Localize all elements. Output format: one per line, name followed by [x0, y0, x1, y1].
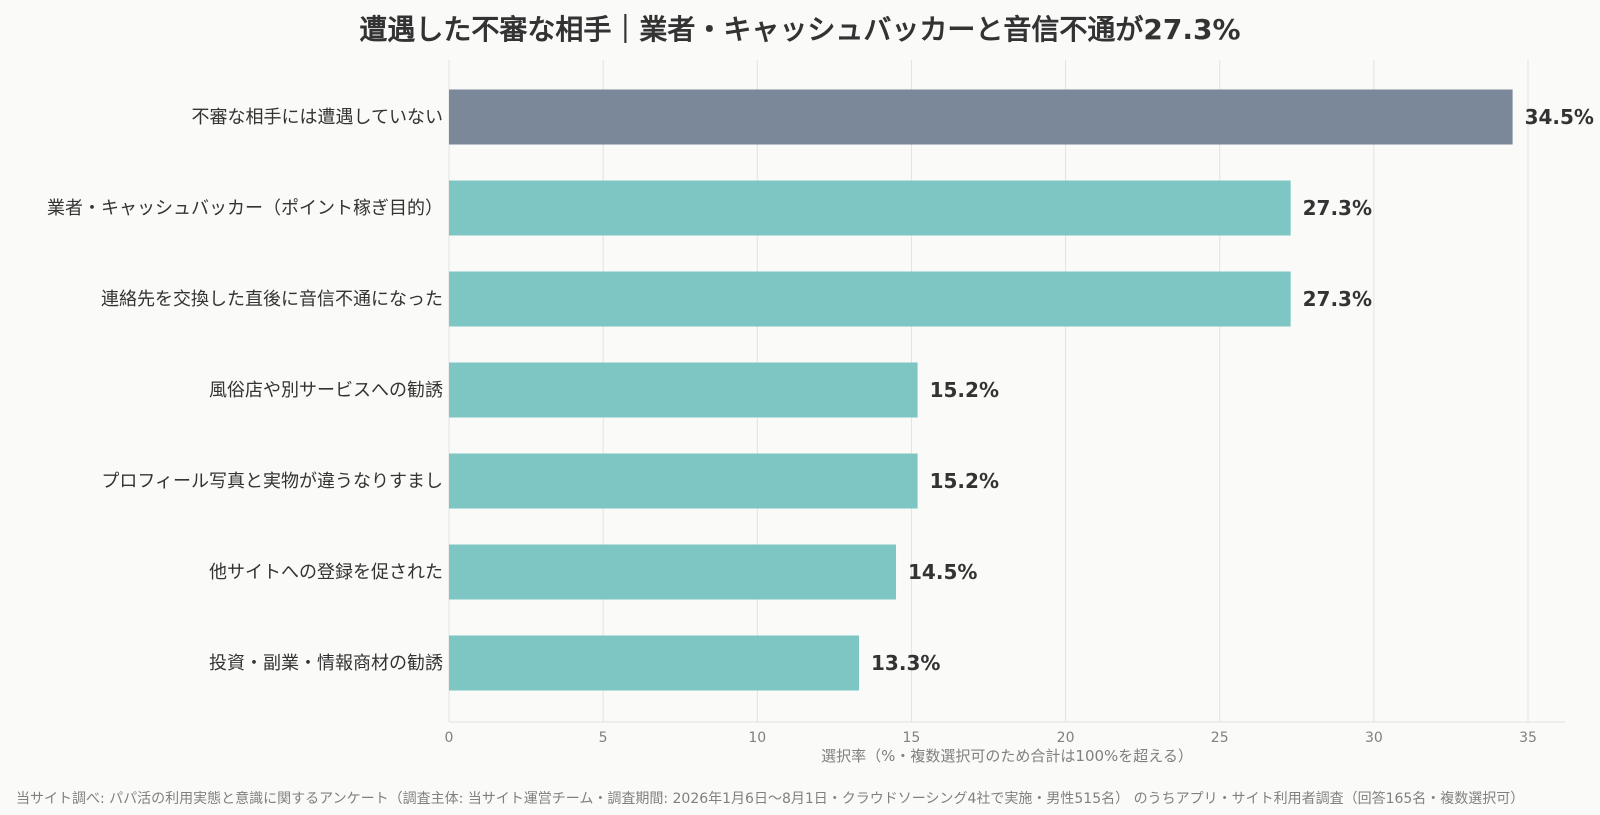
category-label: プロフィール写真と実物が違うなりすまし: [101, 471, 443, 492]
value-label: 27.3%: [1303, 196, 1372, 220]
axis-layer: 0 5 10 15 20 25 30 35 選択率（%・複数選択可のため合計は100%を超える）: [445, 721, 1565, 765]
source-note: 当サイト調べ: パパ活の利用実態と意識に関するアンケート（調査主体: 当サイト運…: [16, 791, 1525, 807]
value-label: 13.3%: [871, 651, 940, 675]
x-axis-title: 選択率（%・複数選択可のため合計は100%を超える）: [821, 747, 1193, 765]
x-tick-label: 25: [1211, 730, 1229, 746]
value-label: 34.5%: [1525, 105, 1594, 129]
x-tick-label: 15: [903, 730, 921, 746]
category-label: 投資・副業・情報商材の勧誘: [209, 653, 443, 674]
bar: [449, 271, 1291, 327]
x-tick-label: 5: [599, 730, 608, 746]
x-tick-label: 30: [1365, 730, 1383, 746]
chart-title: 遭遇した不審な相手｜業者・キャッシュバッカーと音信不通が27.3%: [359, 13, 1241, 46]
category-label: 風俗店や別サービスへの勧誘: [209, 380, 443, 401]
bar-layer: [449, 89, 1513, 691]
value-label: 14.5%: [908, 560, 977, 584]
bar: [449, 453, 918, 509]
value-label: 15.2%: [930, 469, 999, 493]
value-label: 27.3%: [1303, 287, 1372, 311]
category-label: 他サイトへの登録を促された: [209, 562, 443, 583]
value-label: 15.2%: [930, 378, 999, 402]
x-tick-label: 10: [748, 730, 766, 746]
bar: [449, 635, 860, 691]
label-layer: 不審な相手には遭遇していない 34.5% 業者・キャッシュバッカー（ポイント稼ぎ目的…: [47, 105, 1594, 675]
bar: [449, 544, 897, 600]
category-label: 不審な相手には遭遇していない: [192, 107, 443, 128]
bar: [449, 180, 1291, 236]
x-tick-label: 0: [445, 730, 454, 746]
x-tick-label: 20: [1057, 730, 1075, 746]
category-label: 連絡先を交換した直後に音信不通になった: [101, 289, 443, 310]
bar: [449, 89, 1513, 145]
category-label: 業者・キャッシュバッカー（ポイント稼ぎ目的）: [47, 198, 443, 219]
x-tick-label: 35: [1519, 730, 1537, 746]
bar: [449, 362, 918, 418]
